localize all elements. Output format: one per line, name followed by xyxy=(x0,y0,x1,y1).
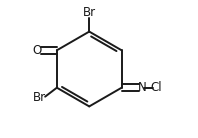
Text: Br: Br xyxy=(33,91,46,104)
Text: N: N xyxy=(138,81,147,94)
Text: Br: Br xyxy=(83,6,96,19)
Text: O: O xyxy=(32,44,42,57)
Text: Cl: Cl xyxy=(150,81,162,94)
